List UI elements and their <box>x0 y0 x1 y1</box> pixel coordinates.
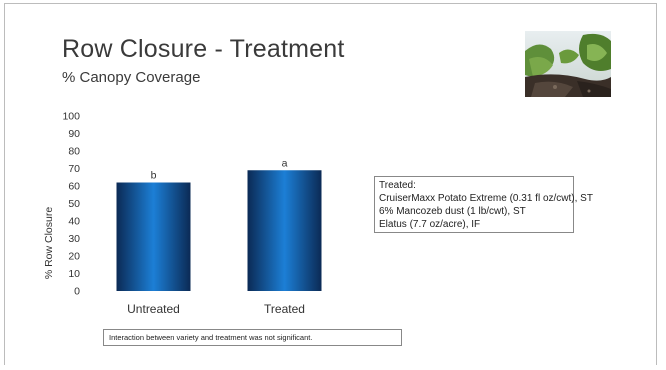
bar-treated <box>247 170 322 291</box>
treatment-legend-box: Treated: CruiserMaxx Potato Extreme (0.3… <box>374 176 593 233</box>
legend-line-heading: Treated: <box>379 180 416 191</box>
y-tick-label: 90 <box>68 128 80 140</box>
y-tick-label: 20 <box>68 251 80 263</box>
x-tick-label-treated: Treated <box>264 302 305 316</box>
y-axis-ticks: 0 10 20 30 40 50 60 70 80 90 100 <box>62 111 80 298</box>
bars: ba <box>116 157 322 291</box>
data-label-treated: a <box>282 157 288 169</box>
y-tick-label: 80 <box>68 146 80 158</box>
y-tick-label: 0 <box>74 286 80 298</box>
legend-line-elatus: Elatus (7.7 oz/acre), IF <box>379 219 481 230</box>
legend-line-mancozeb: 6% Mancozeb dust (1 lb/cwt), ST <box>379 206 526 217</box>
x-tick-label-untreated: Untreated <box>127 302 180 316</box>
y-tick-label: 60 <box>68 181 80 193</box>
slide-subtitle: % Canopy Coverage <box>62 69 201 86</box>
y-tick-label: 10 <box>68 268 80 280</box>
potato-field-photo <box>525 31 611 97</box>
y-axis-label: % Row Closure <box>43 207 55 280</box>
y-tick-label: 30 <box>68 233 80 245</box>
legend-line-seed-treatment: CruiserMaxx Potato Extreme (0.31 fl oz/c… <box>379 193 593 204</box>
interaction-note: Interaction between variety and treatmen… <box>103 329 402 346</box>
x-axis-ticks: Untreated Treated <box>127 302 305 316</box>
bar-untreated <box>116 182 191 291</box>
y-tick-label: 100 <box>62 111 80 123</box>
y-tick-label: 70 <box>68 163 80 175</box>
y-tick-label: 50 <box>68 198 80 210</box>
slide-title: Row Closure - Treatment <box>62 35 345 63</box>
data-label-untreated: b <box>151 170 157 182</box>
y-tick-label: 40 <box>68 216 80 228</box>
